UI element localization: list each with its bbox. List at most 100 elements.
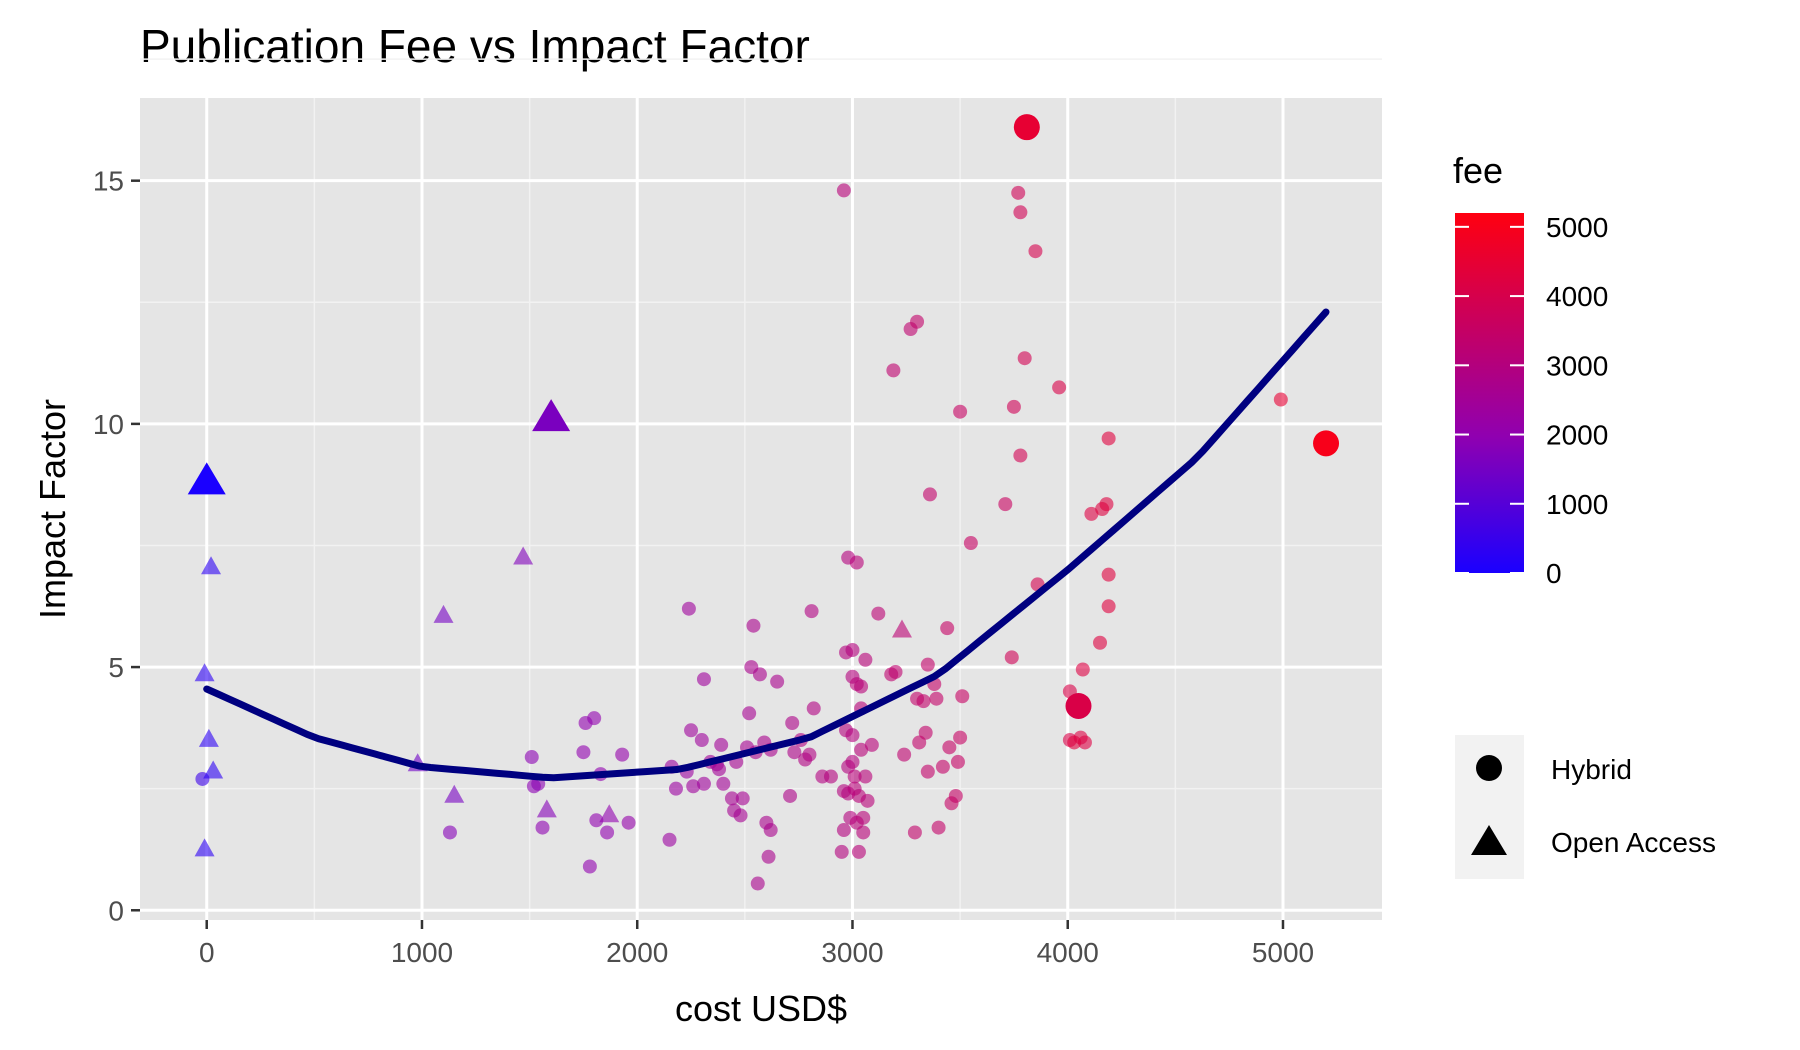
colorbar-ticks: 0 1000 2000 3000 4000 5000 xyxy=(1455,212,1608,589)
hybrid-point xyxy=(716,776,731,791)
open-access-point xyxy=(194,663,215,682)
hybrid-point xyxy=(752,667,767,682)
colorbar-tick-label: 5000 xyxy=(1546,212,1608,243)
color-legend: fee 0 1000 2000 3000 4000 5000 xyxy=(1453,150,1608,589)
plot-panel xyxy=(140,98,1382,920)
hybrid-point xyxy=(587,711,602,726)
hybrid-point xyxy=(916,694,931,709)
open-access-point xyxy=(201,556,222,575)
open-access-point xyxy=(198,728,219,747)
hybrid-point xyxy=(696,776,711,791)
hybrid-point xyxy=(998,497,1013,512)
y-axis-title: Impact Factor xyxy=(32,399,73,619)
open-access-point xyxy=(194,838,215,857)
hybrid-point xyxy=(1101,431,1116,446)
hybrid-point xyxy=(886,363,901,378)
hybrid-point xyxy=(854,742,869,757)
highlighted-hybrid-point xyxy=(1313,430,1340,457)
hybrid-point xyxy=(940,621,955,636)
y-tick-label: 5 xyxy=(108,652,124,683)
axis-ticks: 0 1000 2000 3000 4000 5000 0 5 10 15 xyxy=(93,166,1314,968)
grid-minor xyxy=(140,58,1382,920)
hybrid-point xyxy=(589,813,604,828)
hybrid-point xyxy=(836,183,851,198)
hybrid-point xyxy=(733,808,748,823)
hybrid-point xyxy=(1052,380,1067,395)
x-tick-label: 1000 xyxy=(391,937,453,968)
open-access-point xyxy=(444,784,465,803)
hybrid-point xyxy=(1273,392,1288,407)
hybrid-point xyxy=(950,754,965,769)
hybrid-point xyxy=(686,779,701,794)
color-legend-title: fee xyxy=(1453,150,1503,191)
open-access-point xyxy=(203,760,224,779)
y-tick-label: 10 xyxy=(93,409,124,440)
hybrid-point xyxy=(724,791,739,806)
hybrid-point xyxy=(953,404,968,419)
x-tick-label: 5000 xyxy=(1252,937,1314,968)
hybrid-point xyxy=(860,793,875,808)
hybrid-point xyxy=(662,832,677,847)
hybrid-point xyxy=(1013,448,1028,463)
hybrid-point xyxy=(929,691,944,706)
hybrid-point xyxy=(888,664,903,679)
hybrid-point xyxy=(684,723,699,738)
hybrid-point xyxy=(922,487,937,502)
hybrid-point xyxy=(442,825,457,840)
hybrid-point xyxy=(1017,351,1032,366)
hybrid-point xyxy=(714,737,729,752)
hybrid-point xyxy=(845,754,860,769)
hybrid-point xyxy=(582,859,597,874)
hybrid-point xyxy=(802,747,817,762)
hybrid-point xyxy=(942,740,957,755)
hybrid-point xyxy=(1011,185,1026,200)
shape-legend-circle-key xyxy=(1476,755,1502,781)
hybrid-point xyxy=(1101,599,1116,614)
hybrid-point xyxy=(735,791,750,806)
colorbar xyxy=(1455,213,1524,573)
hybrid-point xyxy=(858,769,873,784)
x-tick-label: 4000 xyxy=(1037,937,1099,968)
points-layer xyxy=(187,114,1340,891)
hybrid-point xyxy=(576,745,591,760)
hybrid-point xyxy=(963,536,978,551)
colorbar-tick-label: 0 xyxy=(1546,558,1562,589)
hybrid-point xyxy=(742,706,757,721)
hybrid-point xyxy=(1099,497,1114,512)
y-tick-label: 0 xyxy=(108,895,124,926)
open-access-point xyxy=(599,804,620,823)
hybrid-point xyxy=(849,555,864,570)
hybrid-point xyxy=(834,844,849,859)
hybrid-point xyxy=(763,823,778,838)
open-access-point xyxy=(433,604,454,623)
hybrid-point xyxy=(920,764,935,779)
hybrid-point xyxy=(953,730,968,745)
hybrid-point xyxy=(955,689,970,704)
hybrid-point xyxy=(856,825,871,840)
hybrid-point xyxy=(858,652,873,667)
hybrid-point xyxy=(621,815,636,830)
hybrid-point xyxy=(910,314,925,329)
hybrid-point xyxy=(535,820,550,835)
hybrid-point xyxy=(1084,506,1099,521)
y-tick-label: 15 xyxy=(93,166,124,197)
hybrid-point xyxy=(668,781,683,796)
hybrid-point xyxy=(1101,567,1116,582)
chart-title: Publication Fee vs Impact Factor xyxy=(140,20,810,72)
highlighted-hybrid-point xyxy=(1065,692,1092,719)
hybrid-point xyxy=(845,728,860,743)
x-tick-label: 0 xyxy=(199,937,215,968)
x-axis-title: cost USD$ xyxy=(675,988,847,1029)
open-access-point xyxy=(513,546,534,565)
hybrid-point xyxy=(847,769,862,784)
shape-legend-triangle-key xyxy=(1471,825,1507,855)
shape-legend-open-access-label: Open Access xyxy=(1551,827,1716,858)
hybrid-point xyxy=(694,733,709,748)
hybrid-point xyxy=(681,601,696,616)
colorbar-tick-label: 1000 xyxy=(1546,489,1608,520)
hybrid-point xyxy=(845,643,860,658)
hybrid-point xyxy=(851,844,866,859)
hybrid-point xyxy=(897,747,912,762)
hybrid-point xyxy=(783,788,798,803)
hybrid-point xyxy=(750,876,765,891)
